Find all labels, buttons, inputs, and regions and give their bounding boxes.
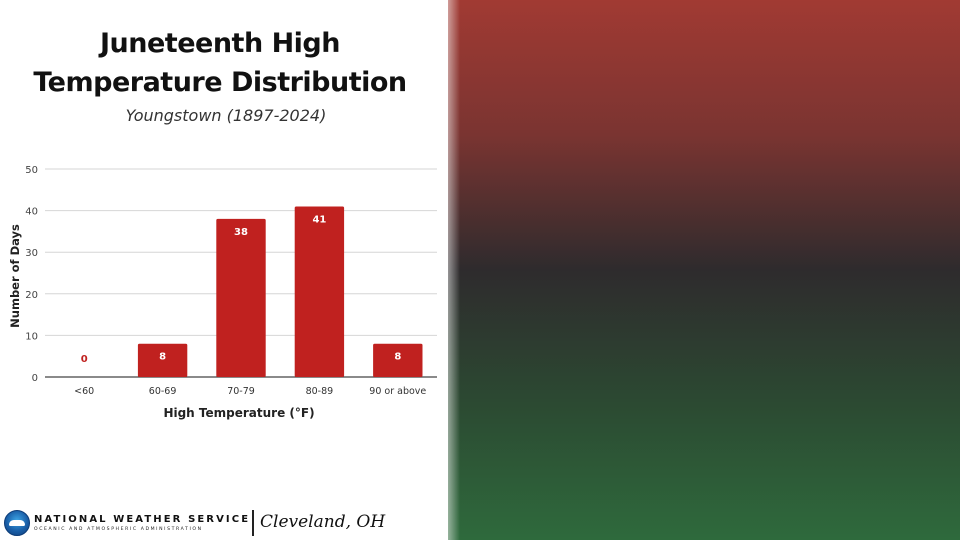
- y-tick-label: 40: [25, 207, 38, 218]
- y-tick-label: 30: [25, 248, 38, 259]
- data-label: 8: [159, 352, 166, 363]
- x-axis-label: High Temperature (°F): [163, 406, 314, 420]
- bar: [294, 206, 345, 377]
- agency-name: NATIONAL WEATHER SERVICE: [34, 514, 251, 525]
- agency-subname: OCEANIC AND ATMOSPHERIC ADMINISTRATION: [34, 527, 203, 532]
- y-tick-label: 50: [25, 165, 38, 176]
- y-axis-ticks: 0 10 20 30 40 50: [25, 165, 38, 384]
- office-name: Cleveland, OH: [260, 512, 386, 532]
- x-tick-label: 70-79: [227, 386, 255, 397]
- bar: [137, 343, 188, 377]
- x-tick-label: <60: [74, 386, 94, 397]
- x-tick-label: 90 or above: [369, 386, 426, 397]
- x-axis-ticks: <60 60-69 70-79 80-89 90 or above: [74, 386, 426, 397]
- juneteenth-flag-background: [448, 0, 960, 540]
- y-tick-label: 10: [25, 331, 38, 342]
- data-label: 41: [312, 214, 326, 225]
- footer: NATIONAL WEATHER SERVICE OCEANIC AND ATM…: [0, 506, 450, 540]
- page-title: Juneteenth High Temperature Distribution: [20, 24, 420, 102]
- noaa-logo-icon: [4, 510, 30, 536]
- panel-fade: [436, 0, 460, 540]
- footer-divider: [252, 510, 254, 536]
- title-line-2: Temperature Distribution: [33, 67, 407, 98]
- data-label: 8: [394, 352, 401, 363]
- data-label: 0: [81, 354, 88, 365]
- title-line-1: Juneteenth High: [100, 28, 340, 59]
- y-tick-label: 20: [25, 290, 38, 301]
- chart-bars: [137, 206, 423, 377]
- y-axis-label: Number of Days: [8, 224, 22, 328]
- bar: [216, 218, 266, 377]
- chart-data-labels: 0 8 38 41 8: [81, 214, 402, 365]
- chart-subtitle: Youngstown (1897-2024): [125, 106, 327, 125]
- y-tick-label: 0: [32, 373, 38, 384]
- bar: [373, 343, 423, 377]
- x-tick-label: 80-89: [306, 386, 334, 397]
- bar-chart: 0 10 20 30 40 50 0 8 38 41 8 <60 60-69 70-79 80-89 90…: [8, 165, 437, 420]
- data-label: 38: [234, 227, 248, 238]
- x-tick-label: 60-69: [149, 386, 177, 397]
